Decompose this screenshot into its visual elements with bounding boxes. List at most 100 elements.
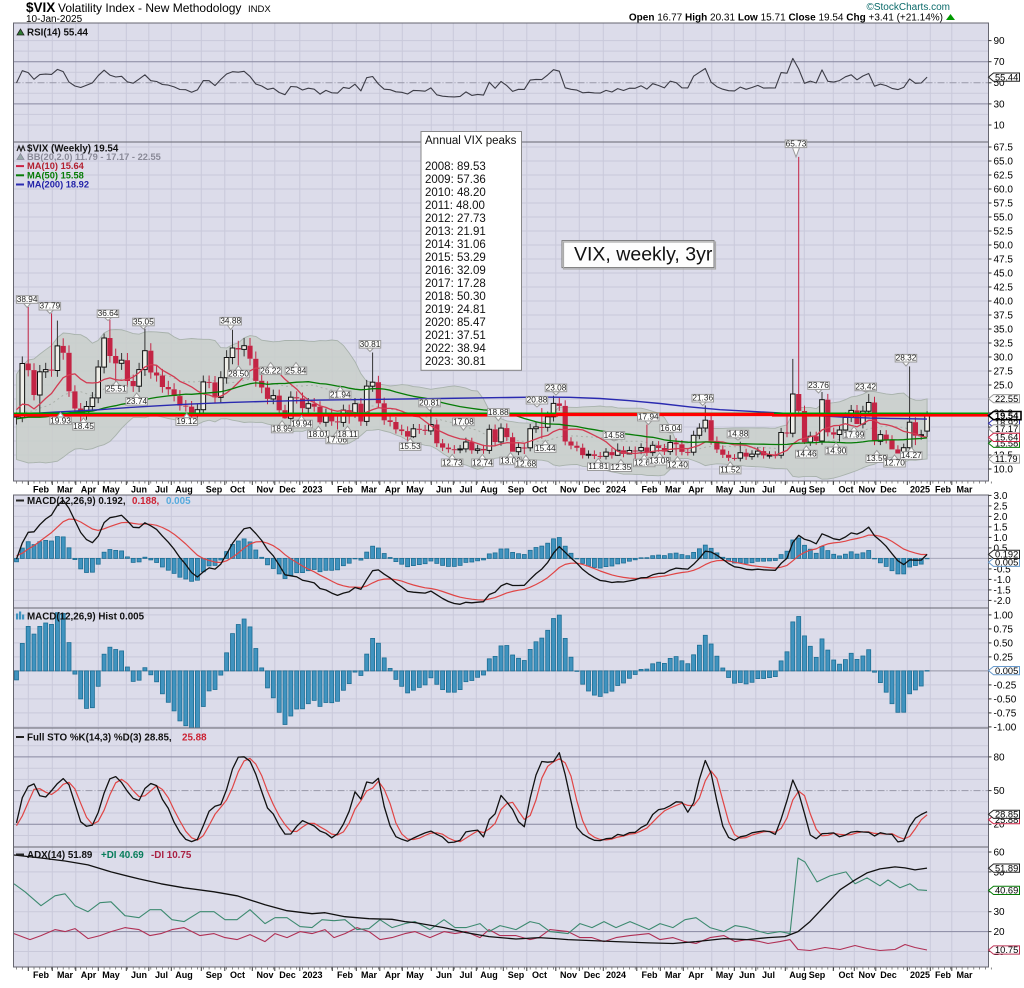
svg-text:VIX, weekly, 3yr: VIX, weekly, 3yr bbox=[574, 243, 713, 265]
svg-text:May: May bbox=[102, 970, 120, 980]
svg-text:15.53: 15.53 bbox=[400, 441, 421, 451]
svg-text:Apr: Apr bbox=[385, 484, 401, 494]
svg-text:2022: 38.94: 2022: 38.94 bbox=[425, 343, 486, 355]
svg-text:INDX: INDX bbox=[248, 4, 271, 15]
svg-text:12.40: 12.40 bbox=[667, 459, 688, 469]
svg-text:Sep: Sep bbox=[206, 970, 223, 980]
svg-text:19.12: 19.12 bbox=[176, 416, 197, 426]
svg-text:57.5: 57.5 bbox=[994, 198, 1014, 209]
svg-text:2010: 48.20: 2010: 48.20 bbox=[425, 187, 486, 199]
svg-text:Jul: Jul bbox=[459, 970, 472, 980]
svg-text:Oct: Oct bbox=[838, 970, 853, 980]
svg-text:20.81: 20.81 bbox=[419, 398, 440, 408]
svg-text:Feb: Feb bbox=[641, 970, 658, 980]
svg-text:0.50: 0.50 bbox=[994, 638, 1014, 649]
svg-text:40.69: 40.69 bbox=[995, 886, 1018, 896]
svg-text:$VIX: $VIX bbox=[26, 0, 55, 15]
svg-text:Nov: Nov bbox=[560, 970, 577, 980]
svg-text:Aug: Aug bbox=[789, 484, 807, 494]
svg-text:17.06: 17.06 bbox=[326, 434, 347, 444]
svg-text:0.005: 0.005 bbox=[166, 496, 191, 507]
svg-text:BB(20,2.0) 11.79 - 17.17 - 22.: BB(20,2.0) 11.79 - 17.17 - 22.55 bbox=[27, 152, 161, 162]
svg-text:25.88: 25.88 bbox=[995, 815, 1018, 825]
svg-text:50: 50 bbox=[994, 786, 1006, 797]
svg-text:Mar: Mar bbox=[361, 484, 378, 494]
svg-text:0.25: 0.25 bbox=[994, 652, 1014, 663]
svg-text:27.5: 27.5 bbox=[994, 366, 1014, 377]
svg-text:19.93: 19.93 bbox=[50, 415, 71, 425]
svg-text:Feb: Feb bbox=[337, 970, 354, 980]
svg-text:Jun: Jun bbox=[436, 484, 452, 494]
svg-text:55.0: 55.0 bbox=[994, 212, 1014, 223]
svg-text:Apr: Apr bbox=[688, 970, 704, 980]
svg-text:Mar: Mar bbox=[361, 970, 378, 980]
svg-text:Jun: Jun bbox=[436, 970, 452, 980]
svg-text:13.59: 13.59 bbox=[866, 453, 887, 463]
svg-text:-0.75: -0.75 bbox=[994, 708, 1017, 719]
svg-text:Oct: Oct bbox=[532, 970, 547, 980]
svg-text:Jun: Jun bbox=[131, 484, 147, 494]
svg-text:0.192: 0.192 bbox=[995, 550, 1018, 560]
svg-text:2.5: 2.5 bbox=[994, 501, 1008, 512]
svg-text:RSI(14) 55.44: RSI(14) 55.44 bbox=[27, 28, 89, 39]
svg-text:2024: 2024 bbox=[606, 970, 626, 980]
svg-text:17.08: 17.08 bbox=[453, 416, 474, 426]
svg-text:40.0: 40.0 bbox=[994, 296, 1014, 307]
svg-text:15.58: 15.58 bbox=[995, 439, 1018, 449]
svg-text:60.0: 60.0 bbox=[994, 184, 1014, 195]
svg-text:Nov: Nov bbox=[858, 484, 875, 494]
svg-text:23.74: 23.74 bbox=[126, 396, 147, 406]
svg-text:Apr: Apr bbox=[81, 970, 97, 980]
svg-text:Dec: Dec bbox=[279, 484, 296, 494]
svg-text:14.58: 14.58 bbox=[604, 430, 625, 440]
svg-text:-1.0: -1.0 bbox=[994, 575, 1012, 586]
svg-text:21.94: 21.94 bbox=[330, 389, 351, 399]
svg-text:65.0: 65.0 bbox=[994, 156, 1014, 167]
svg-text:38.94: 38.94 bbox=[17, 294, 38, 304]
svg-text:Sep: Sep bbox=[206, 484, 223, 494]
svg-text:Mar: Mar bbox=[665, 484, 682, 494]
svg-text:28.85: 28.85 bbox=[995, 810, 1018, 820]
svg-text:May: May bbox=[716, 484, 734, 494]
svg-text:-2.0: -2.0 bbox=[994, 596, 1012, 607]
svg-text:Dec: Dec bbox=[279, 970, 296, 980]
svg-text:28.32: 28.32 bbox=[896, 353, 917, 363]
svg-text:Nov: Nov bbox=[256, 970, 273, 980]
svg-text:2024: 2024 bbox=[606, 484, 626, 494]
svg-text:2012: 27.73: 2012: 27.73 bbox=[425, 213, 486, 225]
svg-text:May: May bbox=[716, 970, 734, 980]
svg-text:35.05: 35.05 bbox=[133, 317, 154, 327]
svg-text:Annual VIX peaks: Annual VIX peaks bbox=[425, 135, 517, 147]
svg-text:11.79: 11.79 bbox=[995, 454, 1018, 464]
svg-text:17.99: 17.99 bbox=[844, 429, 865, 439]
svg-text:50: 50 bbox=[994, 78, 1006, 89]
svg-text:2011: 48.00: 2011: 48.00 bbox=[425, 200, 485, 212]
svg-text:Mar: Mar bbox=[665, 970, 682, 980]
svg-text:1.5: 1.5 bbox=[994, 522, 1008, 533]
svg-text:12.70: 12.70 bbox=[884, 458, 905, 468]
svg-text:Aug: Aug bbox=[480, 970, 498, 980]
svg-text:-1.00: -1.00 bbox=[994, 722, 1017, 733]
svg-text:65.73: 65.73 bbox=[786, 138, 807, 148]
svg-text:25.84: 25.84 bbox=[286, 365, 307, 375]
svg-text:2017: 17.28: 2017: 17.28 bbox=[425, 278, 486, 290]
svg-text:60: 60 bbox=[994, 847, 1006, 858]
svg-text:50: 50 bbox=[994, 867, 1006, 878]
svg-text:$VIX (Weekly) 19.54: $VIX (Weekly) 19.54 bbox=[27, 143, 119, 154]
svg-text:47.5: 47.5 bbox=[994, 254, 1014, 265]
svg-text:0.005: 0.005 bbox=[995, 558, 1018, 568]
svg-text:Feb: Feb bbox=[33, 484, 50, 494]
svg-text:20: 20 bbox=[994, 820, 1006, 831]
svg-text:51.89: 51.89 bbox=[995, 863, 1018, 873]
svg-text:MACD(12,26,9) 0.192,: MACD(12,26,9) 0.192, bbox=[27, 496, 126, 507]
svg-text:17.17: 17.17 bbox=[995, 424, 1018, 434]
svg-text:16.04: 16.04 bbox=[660, 423, 681, 433]
svg-text:90: 90 bbox=[994, 36, 1006, 47]
svg-text:Apr: Apr bbox=[688, 484, 704, 494]
svg-text:20.88: 20.88 bbox=[527, 395, 548, 405]
svg-text:2025: 2025 bbox=[910, 970, 930, 980]
svg-text:Nov: Nov bbox=[256, 484, 273, 494]
svg-text:0.188,: 0.188, bbox=[132, 496, 160, 507]
svg-text:Jun: Jun bbox=[739, 970, 755, 980]
svg-text:25.88: 25.88 bbox=[182, 733, 207, 744]
